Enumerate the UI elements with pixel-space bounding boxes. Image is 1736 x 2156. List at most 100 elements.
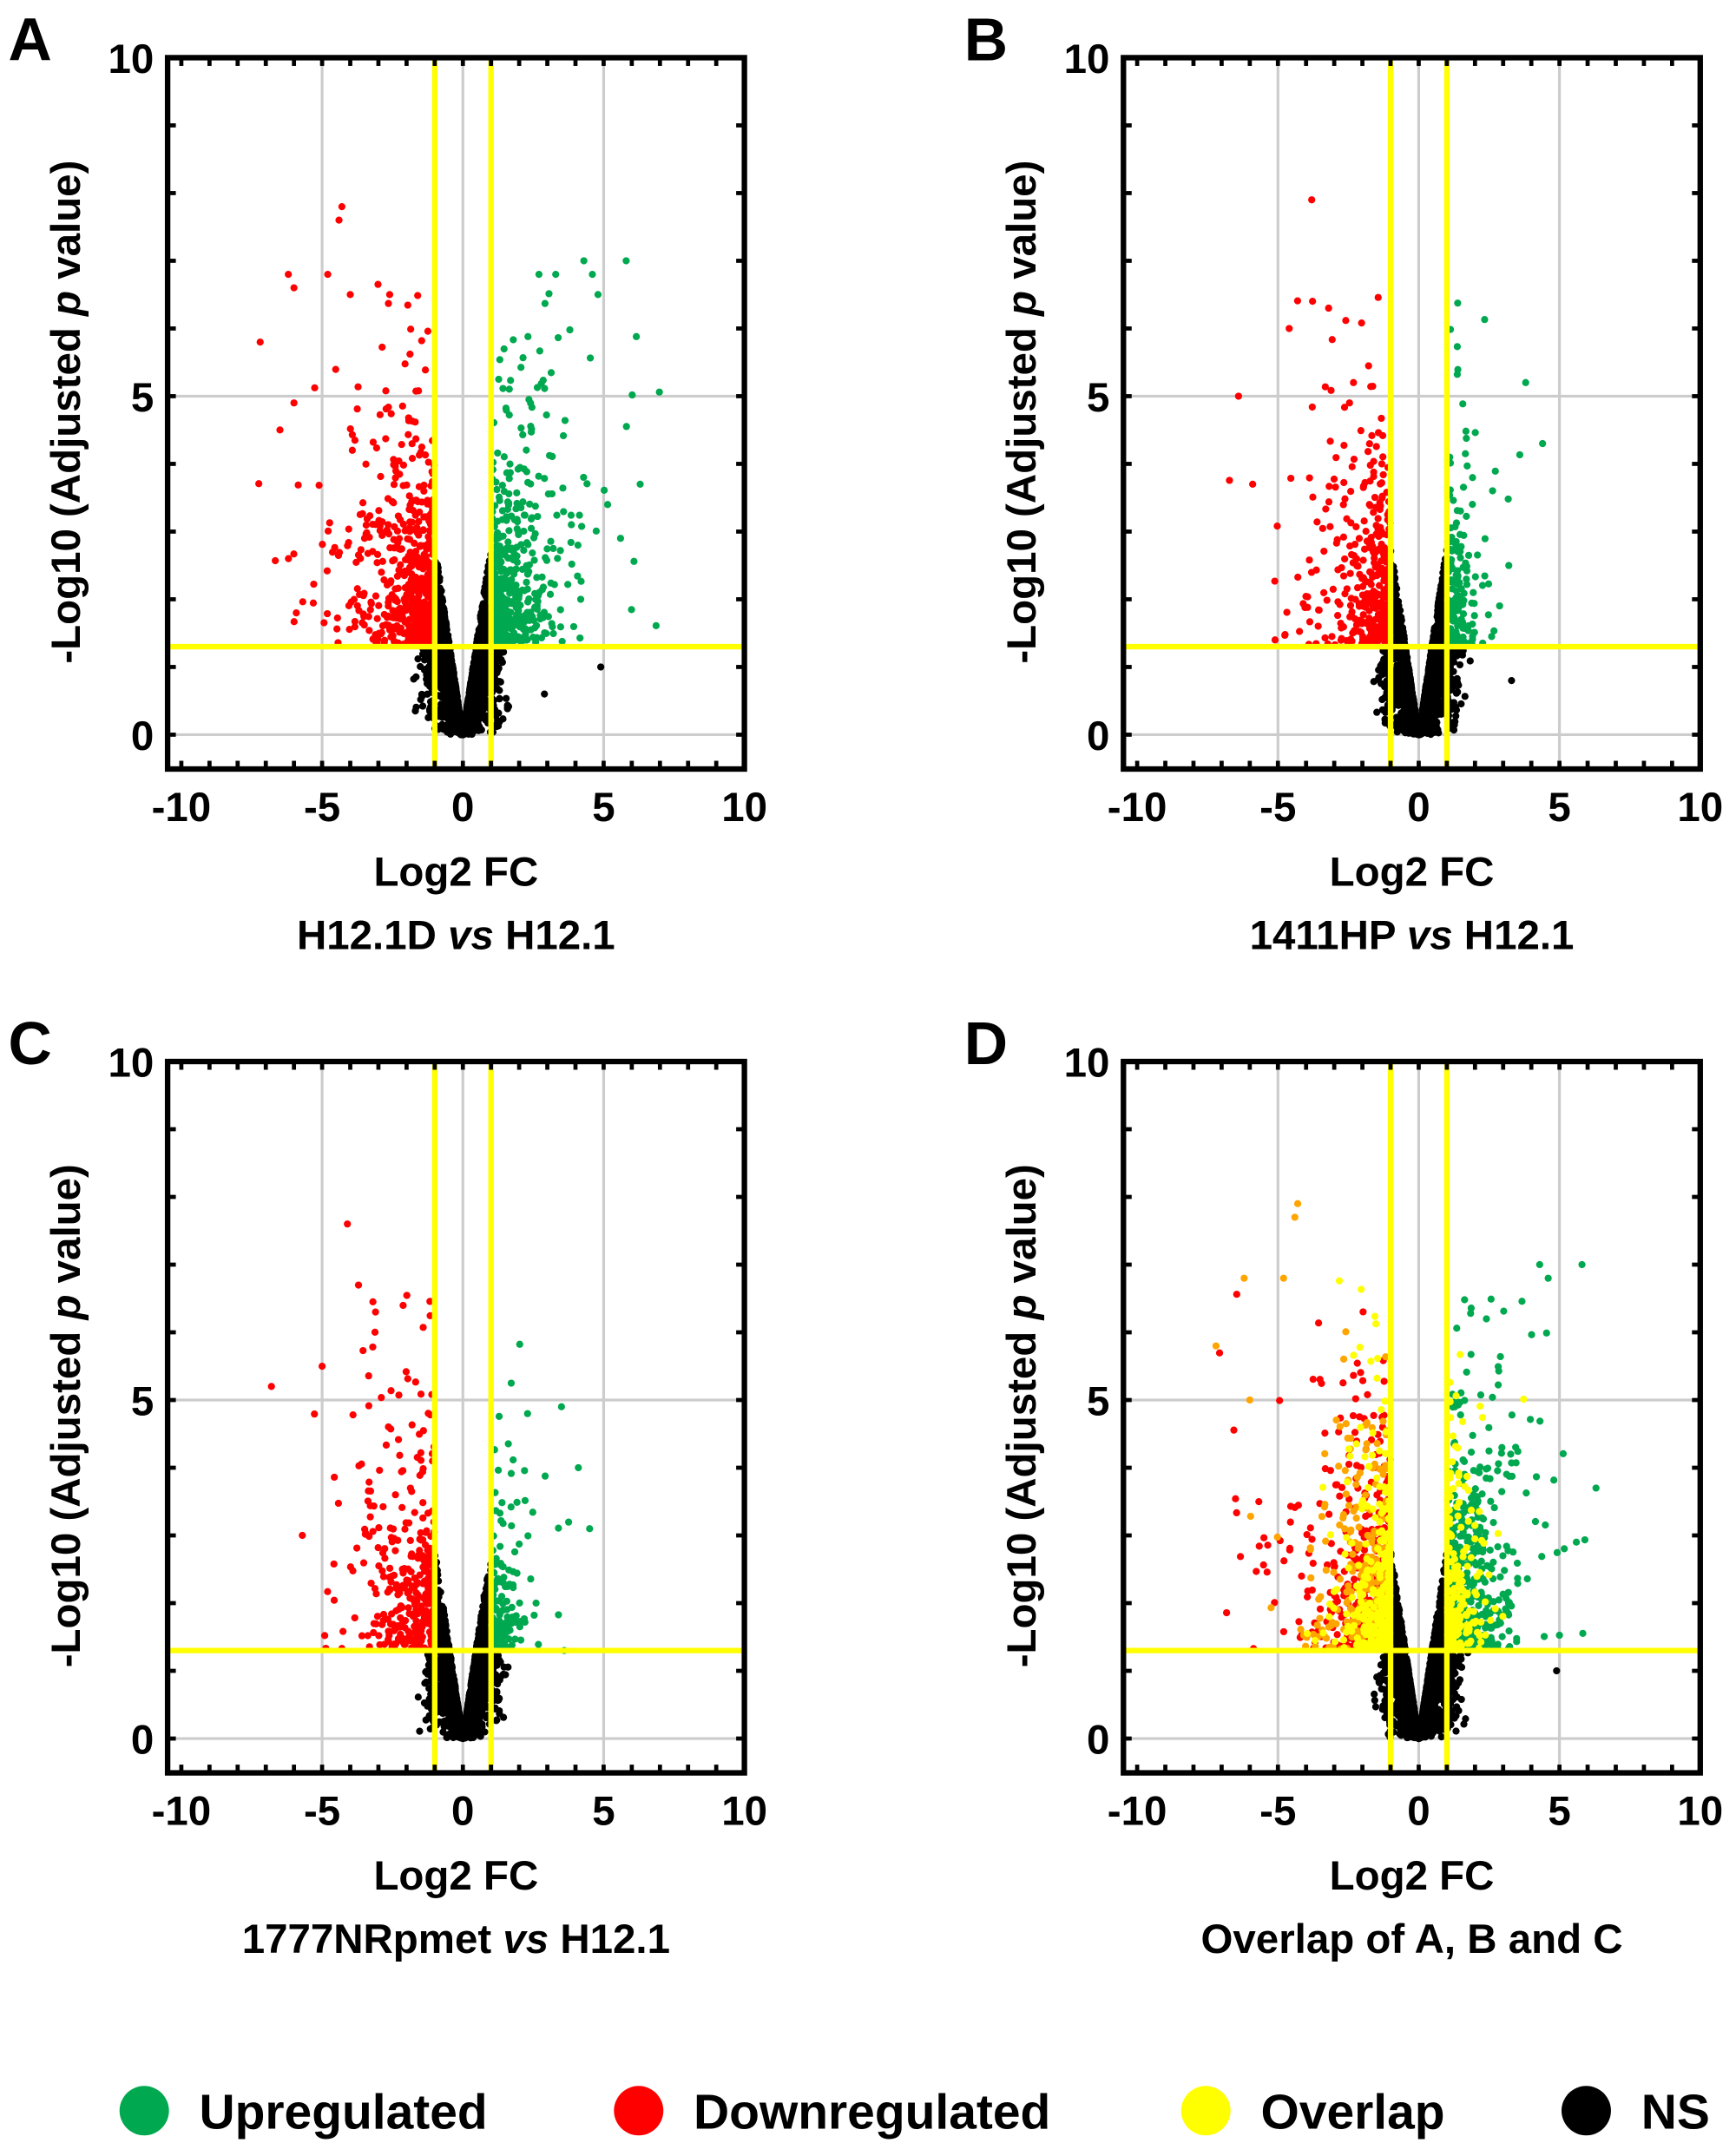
point-upregulated xyxy=(559,484,567,492)
point-upregulated xyxy=(547,579,555,587)
point-downregulated xyxy=(351,622,359,631)
point-downregulated xyxy=(385,299,392,307)
point-notable xyxy=(338,203,345,211)
subtitle-text: H12.1 xyxy=(494,912,615,958)
point-ns xyxy=(437,669,445,677)
point-upregulated xyxy=(630,557,638,565)
point-upregulated xyxy=(520,546,528,555)
point-upregulated xyxy=(497,597,505,605)
x-tick-label: -5 xyxy=(304,785,340,831)
point-notable xyxy=(335,216,343,224)
point-upregulated xyxy=(500,453,508,461)
point-downregulated xyxy=(376,411,384,418)
point-downregulated xyxy=(378,343,386,352)
point-downregulated xyxy=(385,595,393,602)
point-upregulated xyxy=(512,620,520,628)
point-upregulated xyxy=(567,511,575,519)
point-ns xyxy=(475,694,483,702)
point-ns xyxy=(411,707,419,715)
point-downregulated xyxy=(369,548,377,555)
point-ns xyxy=(414,655,422,663)
point-ns xyxy=(1461,693,1469,700)
point-downregulated xyxy=(424,327,432,335)
point-downregulated xyxy=(373,615,381,622)
point-upregulated xyxy=(519,354,527,362)
point-downregulated xyxy=(285,555,293,562)
point-downregulated xyxy=(404,301,411,309)
point-downregulated xyxy=(394,539,402,547)
point-upregulated xyxy=(517,424,525,432)
point-downregulated xyxy=(408,440,416,448)
point-downregulated xyxy=(408,455,417,463)
point-downregulated xyxy=(309,599,318,607)
point-downregulated xyxy=(376,523,384,530)
point-ns xyxy=(438,598,446,606)
point-ns xyxy=(437,684,445,692)
point-upregulated xyxy=(628,606,635,614)
point-upregulated xyxy=(575,511,583,519)
point-downregulated xyxy=(408,417,417,425)
y-label-text: -Log10 (Adjusted xyxy=(43,316,89,664)
point-downregulated xyxy=(353,405,361,413)
point-upregulated xyxy=(493,485,501,494)
point-upregulated xyxy=(542,629,550,637)
x-axis-subtitle: H12.1D vs H12.1 xyxy=(297,912,615,958)
point-downregulated xyxy=(323,567,332,575)
point-upregulated xyxy=(600,486,608,494)
point-upregulated xyxy=(533,574,541,582)
point-downregulated xyxy=(334,551,343,560)
point-notable xyxy=(616,535,625,542)
point-downregulated xyxy=(389,557,397,565)
point-upregulated xyxy=(503,469,511,477)
x-axis-label: Log2 FC xyxy=(373,849,538,895)
point-notable xyxy=(622,257,630,265)
point-upregulated xyxy=(564,581,572,588)
point-downregulated xyxy=(399,461,408,469)
point-upregulated xyxy=(578,523,586,530)
point-upregulated xyxy=(556,547,564,555)
point-downregulated xyxy=(377,630,385,638)
y-axis-label: -Log10 (Adjusted p value) xyxy=(43,161,89,664)
point-upregulated xyxy=(495,493,503,501)
point-upregulated xyxy=(524,332,532,340)
point-downregulated xyxy=(354,383,362,391)
point-upregulated xyxy=(528,404,536,411)
point-downregulated xyxy=(418,444,426,451)
point-downregulated xyxy=(387,633,395,641)
point-upregulated xyxy=(554,555,562,562)
point-upregulated xyxy=(496,557,504,565)
point-downregulated xyxy=(398,402,406,410)
point-upregulated xyxy=(494,449,502,457)
point-upregulated xyxy=(515,530,523,539)
point-downregulated xyxy=(418,337,425,345)
point-notable xyxy=(594,291,602,299)
point-upregulated xyxy=(559,431,568,440)
point-ns xyxy=(479,671,488,679)
point-downregulated xyxy=(397,561,404,569)
point-upregulated xyxy=(516,634,523,641)
point-downregulated xyxy=(397,626,404,634)
point-upregulated xyxy=(502,619,510,627)
point-downregulated xyxy=(373,559,381,567)
point-downregulated xyxy=(369,438,378,446)
point-ns xyxy=(496,694,503,702)
point-downregulated xyxy=(390,461,398,469)
point-downregulated xyxy=(423,513,431,521)
point-downregulated xyxy=(332,365,339,373)
point-downregulated xyxy=(320,619,328,627)
point-upregulated xyxy=(580,473,588,482)
point-upregulated xyxy=(505,490,513,498)
point-ns xyxy=(481,583,489,591)
point-downregulated xyxy=(382,435,390,443)
point-downregulated xyxy=(372,592,380,600)
point-downregulated xyxy=(357,555,365,562)
point-ns xyxy=(470,678,477,686)
point-downregulated xyxy=(415,387,423,395)
point-ns xyxy=(437,621,445,629)
point-ns xyxy=(470,725,478,733)
point-upregulated xyxy=(569,622,578,631)
point-upregulated xyxy=(532,595,540,603)
point-upregulated xyxy=(576,634,584,642)
